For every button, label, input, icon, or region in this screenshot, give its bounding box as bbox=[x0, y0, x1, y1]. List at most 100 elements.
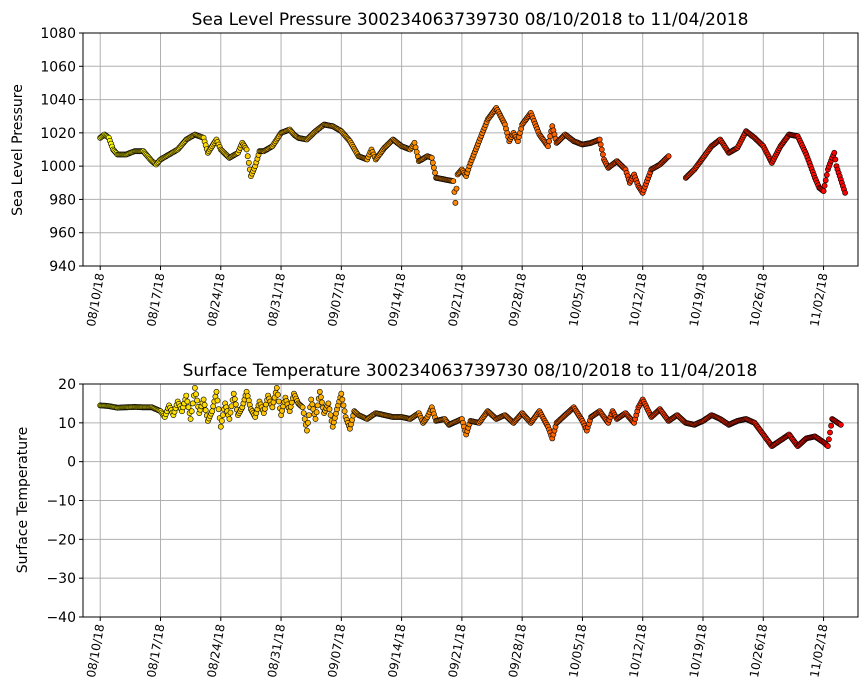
x-tick-label: 08/24/18 bbox=[205, 623, 228, 679]
data-point bbox=[309, 401, 316, 408]
y-tick-label: 1020 bbox=[40, 126, 76, 142]
axes-frame bbox=[82, 32, 859, 267]
data-point bbox=[189, 400, 196, 407]
y-ticks: −40 −30 −20 −10 0 10 20 bbox=[46, 377, 83, 626]
panel-sea-level-pressure: Sea Level Pressure 300234063739730 08/10… bbox=[10, 10, 859, 328]
data-point bbox=[822, 177, 829, 184]
data-point bbox=[327, 412, 334, 418]
y-axis-label: Surface Temperature bbox=[15, 427, 31, 573]
plot-area bbox=[97, 384, 844, 449]
data-point bbox=[210, 403, 217, 410]
data-point bbox=[188, 408, 195, 415]
x-tick-label: 10/19/18 bbox=[687, 623, 710, 679]
data-point bbox=[339, 396, 346, 403]
data-point bbox=[193, 391, 199, 398]
data-point bbox=[450, 178, 457, 184]
y-tick-label: 1000 bbox=[40, 159, 76, 175]
x-ticks: 08/10/18 08/17/18 08/24/18 08/31/18 09/07/18… bbox=[84, 266, 831, 328]
data-point bbox=[452, 199, 459, 206]
x-tick-label: 09/14/18 bbox=[385, 623, 408, 679]
x-tick-label: 09/07/18 bbox=[325, 623, 348, 679]
data-point bbox=[187, 416, 194, 422]
x-tick-label: 09/07/18 bbox=[325, 272, 348, 328]
x-tick-label: 09/14/18 bbox=[385, 272, 408, 328]
data-point bbox=[200, 396, 207, 403]
data-point bbox=[300, 410, 307, 416]
data-point bbox=[303, 427, 310, 434]
data-point bbox=[231, 396, 238, 402]
data-point bbox=[209, 408, 216, 415]
data-point bbox=[273, 384, 280, 391]
data-point bbox=[338, 390, 345, 397]
data-point bbox=[596, 136, 603, 143]
x-ticks: 08/10/18 08/17/18 08/24/18 08/31/18 09/07/18… bbox=[84, 617, 831, 679]
y-tick-label: 10 bbox=[58, 416, 76, 432]
y-tick-label: 0 bbox=[67, 455, 76, 471]
data-point bbox=[820, 188, 827, 194]
y-tick-label: 1040 bbox=[40, 93, 76, 109]
data-point bbox=[214, 397, 221, 404]
x-tick-label: 10/12/18 bbox=[627, 623, 650, 679]
y-axis-label: Sea Level Pressure bbox=[10, 84, 26, 216]
data-point bbox=[270, 399, 277, 406]
data-point bbox=[183, 392, 190, 399]
data-point bbox=[269, 404, 276, 411]
data-point bbox=[597, 141, 604, 148]
data-point bbox=[244, 153, 251, 160]
data-point bbox=[308, 396, 315, 403]
data-point bbox=[218, 417, 225, 424]
x-tick-label: 08/10/18 bbox=[84, 623, 107, 679]
data-point bbox=[312, 416, 319, 422]
y-tick-label: −30 bbox=[46, 571, 76, 587]
x-tick-label: 11/02/18 bbox=[807, 272, 830, 328]
data-point bbox=[545, 143, 551, 150]
data-point bbox=[842, 189, 848, 196]
data-point bbox=[245, 159, 252, 166]
data-point bbox=[837, 421, 844, 428]
data-point bbox=[825, 443, 831, 449]
x-tick-label: 08/31/18 bbox=[265, 623, 288, 679]
data-point bbox=[194, 397, 200, 404]
data-point bbox=[546, 138, 552, 145]
x-tick-label: 10/26/18 bbox=[747, 272, 770, 328]
data-point bbox=[217, 423, 224, 430]
data-point bbox=[317, 394, 324, 400]
x-tick-label: 08/31/18 bbox=[265, 272, 288, 328]
y-tick-label: 1080 bbox=[40, 26, 76, 42]
x-tick-label: 10/05/18 bbox=[566, 623, 589, 679]
data-point bbox=[274, 391, 281, 398]
data-point bbox=[202, 407, 209, 414]
data-point bbox=[665, 153, 672, 160]
x-tick-label: 10/05/18 bbox=[566, 272, 589, 328]
chart-title: Surface Temperature 300234063739730 08/1… bbox=[183, 361, 758, 381]
x-tick-label: 11/02/18 bbox=[807, 623, 830, 679]
data-point bbox=[826, 436, 832, 443]
data-point bbox=[429, 159, 436, 166]
x-tick-label: 08/17/18 bbox=[144, 272, 167, 328]
data-point bbox=[316, 388, 323, 395]
data-point bbox=[184, 398, 191, 405]
data-point bbox=[828, 422, 834, 429]
data-point bbox=[305, 419, 311, 426]
x-tick-label: 08/10/18 bbox=[84, 272, 107, 328]
data-point bbox=[219, 412, 226, 418]
data-point bbox=[340, 402, 347, 409]
data-point bbox=[306, 412, 312, 418]
x-tick-label: 10/19/18 bbox=[687, 272, 710, 328]
data-point bbox=[314, 402, 321, 409]
y-tick-label: 940 bbox=[49, 259, 76, 275]
data-point bbox=[191, 384, 198, 391]
data-point bbox=[301, 416, 308, 422]
x-tick-label: 10/12/18 bbox=[627, 272, 650, 328]
data-point bbox=[432, 169, 438, 176]
y-ticks: 940 960 980 1000 1020 1040 1060 1080 bbox=[40, 26, 83, 275]
data-point bbox=[823, 171, 830, 178]
y-tick-label: 960 bbox=[49, 226, 76, 242]
data-point bbox=[831, 149, 838, 156]
x-tick-label: 09/28/18 bbox=[506, 623, 529, 679]
data-point bbox=[215, 406, 222, 413]
plot-area bbox=[97, 105, 848, 206]
x-tick-label: 09/28/18 bbox=[506, 272, 529, 328]
data-point bbox=[827, 429, 833, 436]
